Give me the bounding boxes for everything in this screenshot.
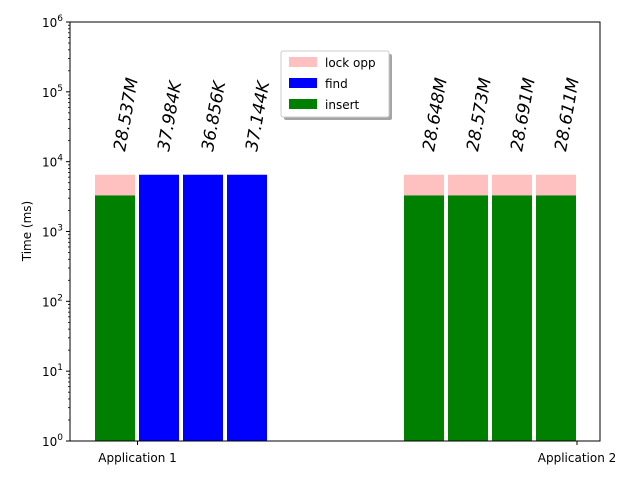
x-axis: Application 1 Application 2 [98,441,616,465]
y-tick-exponent: 0 [57,433,63,443]
y-tick-label: 103 [42,224,63,240]
y-tick-base: 10 [42,86,57,100]
bar-segment-find [183,174,223,441]
bars-layer [95,174,576,441]
x-tick-label: Application 2 [538,451,617,465]
bar-value-label: 28.611M [551,76,584,153]
legend-swatch [289,99,317,109]
bar-segment-lock-opp [536,174,576,196]
y-tick-exponent: 6 [57,14,63,24]
bar-segment-lock-opp [404,174,444,196]
bar-segment-lock-opp [448,174,488,196]
y-tick-exponent: 3 [57,224,63,234]
legend-swatch [289,78,317,88]
y-tick-base: 10 [42,16,57,30]
bar-segment-lock-opp [492,174,532,196]
bar-value-label: 28.691M [507,76,540,153]
bar-value-label: 36.856K [198,78,230,153]
y-tick-base: 10 [42,156,57,170]
y-tick-exponent: 1 [57,363,63,373]
y-tick-base: 10 [42,365,57,379]
bar-value-label: 28.537M [110,76,143,153]
bar-segment-insert [95,195,135,441]
y-tick-exponent: 4 [57,154,63,164]
bar-stack [404,174,444,441]
legend-swatch [289,57,317,67]
legend[interactable]: lock opp find insert [280,50,392,120]
y-tick-label: 101 [42,363,63,379]
bar-segment-insert [492,195,532,441]
legend-item[interactable]: find [289,77,348,91]
bar-stack [448,174,488,441]
y-tick-label: 105 [42,84,63,100]
bar-value-label: 37.984K [154,78,186,153]
bar-stack [227,174,267,441]
bar-stack [183,174,223,441]
bar-value-label: 28.573M [463,76,496,153]
bar-segment-lock-opp [95,174,135,196]
legend-item[interactable]: insert [289,98,360,112]
y-tick-exponent: 2 [57,293,63,303]
bar-value-label: 37.144K [242,78,274,153]
bar-value-label: 28.648M [419,76,452,153]
y-tick-base: 10 [42,435,57,449]
y-tick-label: 104 [42,154,63,170]
bar-segment-insert [404,195,444,441]
bar-segment-find [227,174,267,441]
bar-stack [536,174,576,441]
y-tick-exponent: 5 [57,84,63,94]
bar-segment-insert [536,195,576,441]
legend-label: lock opp [325,56,376,70]
y-tick-label: 100 [42,433,63,449]
y-tick-base: 10 [42,295,57,309]
bar-segment-insert [448,195,488,441]
y-tick-label: 102 [42,293,63,309]
y-tick-label: 106 [42,14,63,30]
y-tick-base: 10 [42,226,57,240]
bar-stack [95,174,135,441]
bar-stack [139,174,179,441]
bar-segment-find [139,174,179,441]
y-axis-title: Time (ms) [20,201,34,263]
legend-label: insert [325,98,360,112]
legend-item[interactable]: lock opp [289,56,376,70]
legend-label: find [325,77,348,91]
bar-stack [492,174,532,441]
x-tick-label: Application 1 [98,451,177,465]
